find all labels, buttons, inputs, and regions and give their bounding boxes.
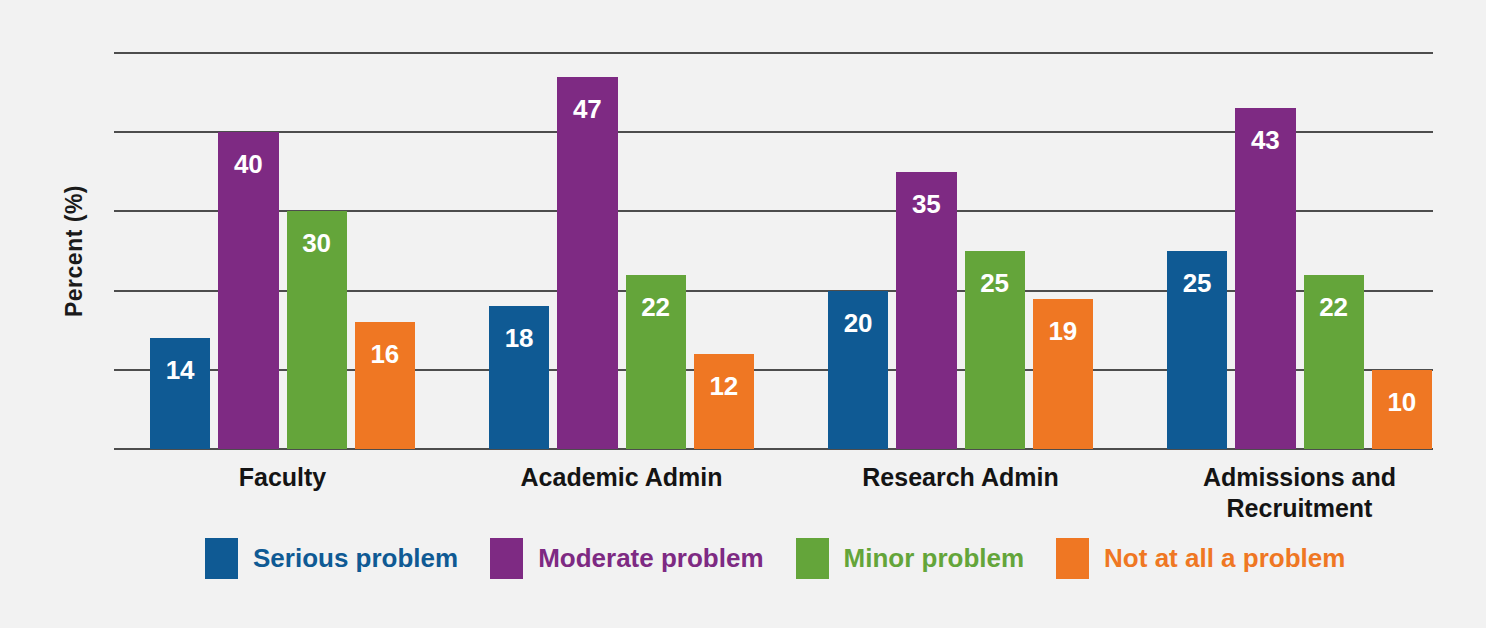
x-axis-labels: Faculty Academic Admin Research Admin Admis… [114,462,1433,525]
legend-label: Moderate problem [538,543,763,574]
plot-area: 14 40 30 16 18 47 22 12 20 35 25 19 25 43 22 10 [114,53,1433,449]
legend-label: Not at all a problem [1104,543,1345,574]
legend-swatch-icon [796,538,829,579]
bar-value-label: 35 [912,191,941,217]
bar-value-label: 22 [641,294,670,320]
bar-academic-admin-not-at-all-a-problem: 12 [694,354,754,449]
bar-group-academic-admin: 18 47 22 12 [489,53,754,449]
bar-value-label: 18 [505,325,534,351]
bar-academic-admin-serious-problem: 18 [489,306,549,449]
bar-faculty-minor-problem: 30 [287,211,347,449]
bar-value-label: 16 [370,341,399,367]
legend: Serious problem Moderate problem Minor pro… [205,538,1345,579]
bar-research-admin-minor-problem: 25 [965,251,1025,449]
bars-row: 14 40 30 16 18 47 22 12 20 35 25 19 25 43 22 10 [114,53,1433,449]
bar-admissions-and-recruitment-not-at-all-a-problem: 10 [1372,370,1432,449]
legend-swatch-icon [490,538,523,579]
bar-value-label: 25 [980,270,1009,296]
x-axis-label-admissions-and-recruitment: Admissions and Recruitment [1167,462,1432,525]
bar-value-label: 19 [1048,318,1077,344]
bar-value-label: 30 [302,230,331,256]
bar-value-label: 12 [709,373,738,399]
bar-academic-admin-minor-problem: 22 [626,275,686,449]
bar-faculty-moderate-problem: 40 [218,132,278,449]
bar-value-label: 47 [573,96,602,122]
legend-label: Minor problem [844,543,1025,574]
bar-value-label: 10 [1387,389,1416,415]
bar-value-label: 40 [234,151,263,177]
bar-admissions-and-recruitment-moderate-problem: 43 [1235,108,1295,449]
legend-item-not-at-all-a-problem: Not at all a problem [1056,538,1345,579]
bar-value-label: 20 [844,310,873,336]
x-axis-label-research-admin: Research Admin [828,462,1093,525]
y-axis-label: Percent (%) [61,185,88,317]
bar-value-label: 22 [1319,294,1348,320]
bar-group-research-admin: 20 35 25 19 [828,53,1093,449]
grouped-bar-chart: Percent (%) 14 40 30 16 18 47 22 12 20 35 25 19 25 43… [0,0,1486,628]
legend-item-serious-problem: Serious problem [205,538,458,579]
bar-research-admin-moderate-problem: 35 [896,172,956,449]
bar-value-label: 14 [166,357,195,383]
bar-value-label: 43 [1251,127,1280,153]
bar-group-faculty: 14 40 30 16 [150,53,415,449]
bar-value-label: 25 [1183,270,1212,296]
bar-admissions-and-recruitment-minor-problem: 22 [1304,275,1364,449]
x-axis-label-academic-admin: Academic Admin [489,462,754,525]
legend-swatch-icon [205,538,238,579]
x-axis-label-faculty: Faculty [150,462,415,525]
bar-admissions-and-recruitment-serious-problem: 25 [1167,251,1227,449]
bar-academic-admin-moderate-problem: 47 [557,77,617,449]
bar-research-admin-not-at-all-a-problem: 19 [1033,299,1093,449]
legend-label: Serious problem [253,543,458,574]
legend-item-moderate-problem: Moderate problem [490,538,763,579]
bar-group-admissions-and-recruitment: 25 43 22 10 [1167,53,1432,449]
bar-faculty-serious-problem: 14 [150,338,210,449]
bar-research-admin-serious-problem: 20 [828,291,888,449]
legend-swatch-icon [1056,538,1089,579]
legend-item-minor-problem: Minor problem [796,538,1025,579]
bar-faculty-not-at-all-a-problem: 16 [355,322,415,449]
